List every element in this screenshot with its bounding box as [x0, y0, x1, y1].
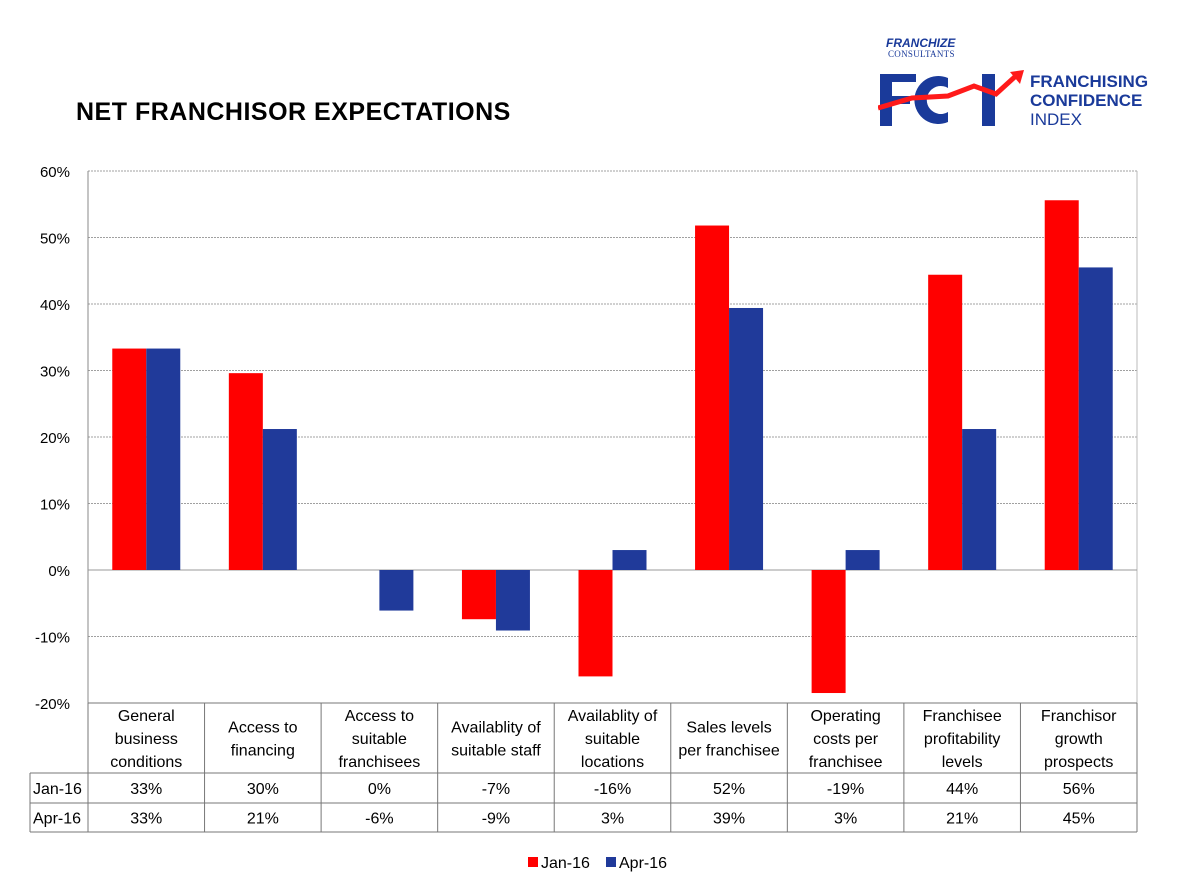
table-value: 45% [1063, 811, 1095, 828]
bar-jan-16 [695, 225, 730, 570]
bar-apr-16 [1078, 267, 1113, 570]
category-label: Sales levels [686, 720, 771, 737]
logo-line-1: FRANCHISING [1030, 72, 1149, 91]
table-value: -6% [365, 811, 393, 828]
table-value: 39% [713, 811, 745, 828]
logo-line-3: INDEX [1030, 110, 1082, 129]
legend-label: Jan-16 [541, 855, 590, 872]
legend-swatch-apr-16 [606, 857, 616, 867]
table-value: 44% [946, 781, 978, 798]
legend-swatch-jan-16 [528, 857, 538, 867]
y-tick-label: 40% [40, 297, 70, 314]
table-value: 52% [713, 781, 745, 798]
logo-line-2: CONFIDENCE [1030, 91, 1143, 110]
category-label: business [115, 731, 178, 748]
fci-mark-icon [878, 70, 1024, 126]
y-tick-label: 50% [40, 231, 70, 248]
category-label: suitable [585, 731, 640, 748]
category-label: suitable [352, 731, 407, 748]
category-label: prospects [1044, 754, 1113, 771]
table-value: -7% [482, 781, 510, 798]
category-label: Availablity of [568, 708, 658, 725]
table-value: 33% [130, 781, 162, 798]
table-value: 3% [601, 811, 624, 828]
table-value: 21% [946, 811, 978, 828]
y-tick-label: -10% [35, 630, 70, 647]
y-tick-label: 30% [40, 364, 70, 381]
category-label: growth [1055, 731, 1103, 748]
bar-jan-16 [112, 348, 147, 570]
y-tick-label: 20% [40, 430, 70, 447]
category-label: suitable staff [451, 743, 541, 760]
legend-label: Apr-16 [619, 855, 667, 872]
bar-apr-16 [146, 348, 181, 570]
bar-jan-16 [811, 570, 846, 694]
table-value: 3% [834, 811, 857, 828]
category-label: Franchisee [923, 708, 1002, 725]
bar-jan-16 [928, 274, 963, 570]
bar-jan-16 [1044, 200, 1079, 570]
bar-apr-16 [962, 429, 997, 570]
y-tick-label: 10% [40, 497, 70, 514]
legend: Jan-16 Apr-16 [528, 855, 667, 872]
category-label: Access to [345, 708, 414, 725]
category-label: franchisee [809, 754, 883, 771]
table-value: 21% [247, 811, 279, 828]
chart-title: NET FRANCHISOR EXPECTATIONS [76, 98, 511, 126]
category-label: Availablity of [451, 720, 541, 737]
table-value: 30% [247, 781, 279, 798]
table-series-label: Jan-16 [33, 781, 82, 798]
y-tick-label: -20% [35, 696, 70, 713]
category-label: Access to [228, 720, 297, 737]
category-label: franchisees [338, 754, 420, 771]
table-value: -19% [827, 781, 864, 798]
bar-apr-16 [729, 307, 764, 570]
fci-logo: FRANCHIZE CONSULTANTS FRANCHISING CONFID… [878, 36, 1168, 136]
bar-apr-16 [845, 550, 880, 570]
y-axis-ticks: 60% 50% 40% 30% 20% 10% 0% -10% -20% [35, 164, 70, 713]
table-value: 0% [368, 781, 391, 798]
consultants-logo-text: CONSULTANTS [888, 49, 955, 59]
category-label: locations [581, 754, 644, 771]
category-label: per franchisee [678, 743, 779, 760]
table-value: -16% [594, 781, 631, 798]
bar-apr-16 [379, 570, 414, 611]
franchize-logo-text: FRANCHIZE [886, 36, 956, 50]
table-value: -9% [482, 811, 510, 828]
table-value: 33% [130, 811, 162, 828]
bar-jan-16 [578, 570, 613, 677]
category-label: Franchisor [1041, 708, 1117, 725]
category-label: conditions [110, 754, 182, 771]
category-label: levels [942, 754, 983, 771]
bars [112, 200, 1113, 694]
y-tick-label: 0% [48, 563, 70, 580]
table-value: 56% [1063, 781, 1095, 798]
fci-logo-wordmark: FRANCHISING CONFIDENCE INDEX [1030, 72, 1148, 129]
category-label: profitability [924, 731, 1000, 748]
data-table: General business conditions Access to financ… [29, 702, 1138, 833]
category-label: General [118, 708, 175, 725]
category-label: financing [231, 743, 295, 760]
category-label: costs per [813, 731, 879, 748]
bar-jan-16 [228, 373, 263, 570]
category-label: Operating [810, 708, 880, 725]
bar-apr-16 [495, 570, 530, 631]
y-tick-label: 60% [40, 164, 70, 181]
bar-apr-16 [612, 550, 647, 570]
bar-apr-16 [262, 429, 297, 570]
bar-jan-16 [461, 570, 496, 620]
table-series-label: Apr-16 [33, 811, 81, 828]
